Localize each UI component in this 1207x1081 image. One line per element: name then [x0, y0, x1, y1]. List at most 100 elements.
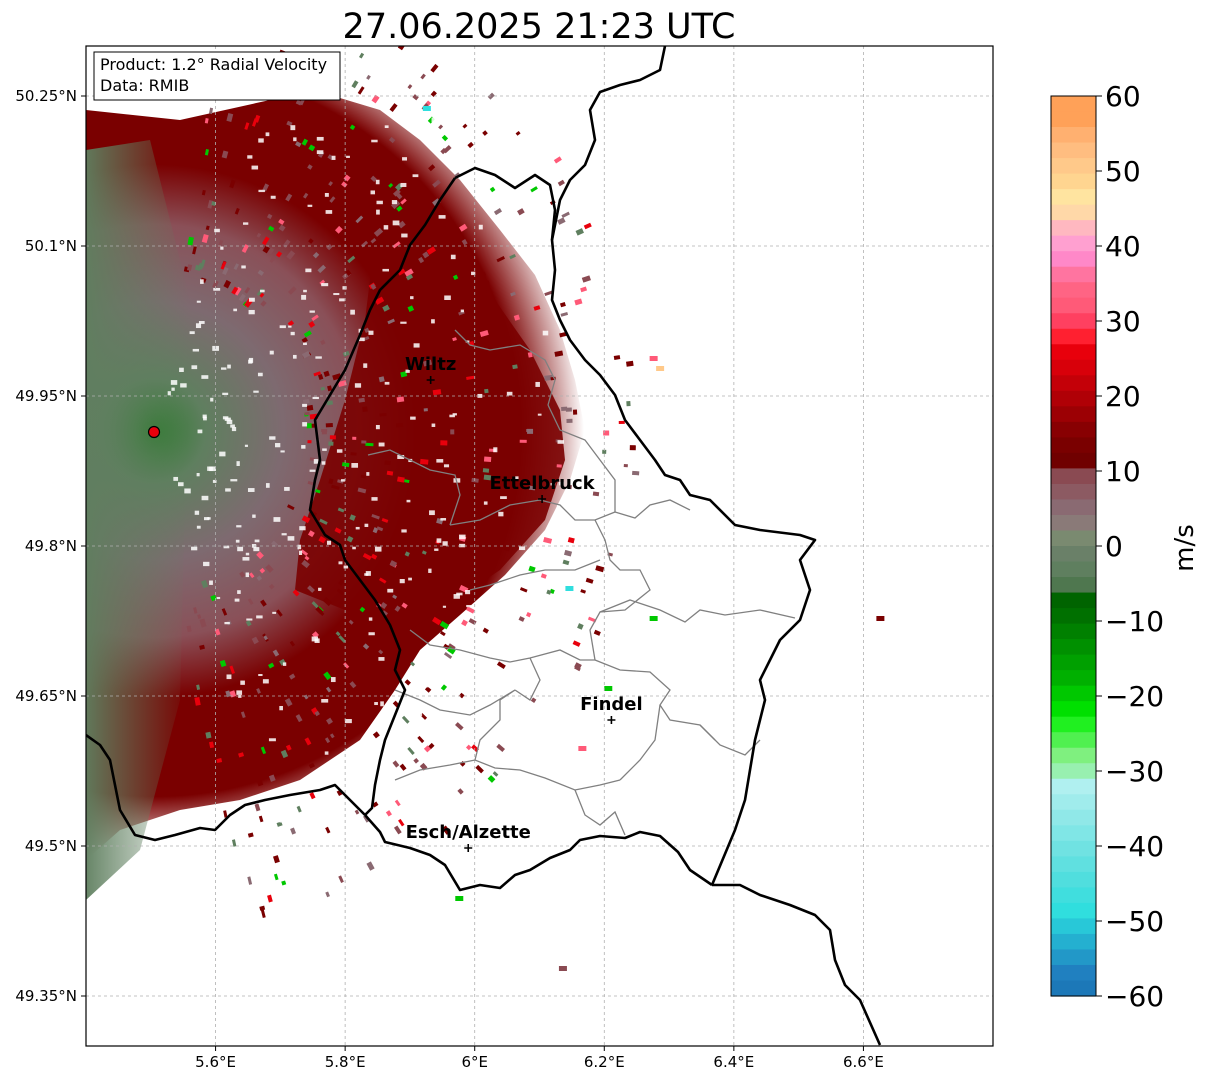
- colorbar-tick-label: 60: [1105, 80, 1141, 113]
- colorbar-segment: [1051, 189, 1096, 206]
- x-tick-label: 6.4°E: [713, 1053, 754, 1071]
- colorbar-segment: [1051, 452, 1096, 470]
- x-tick-label: 5.8°E: [325, 1053, 366, 1071]
- colorbar-segment: [1051, 794, 1096, 811]
- chart-title: 27.06.2025 21:23 UTC: [343, 7, 736, 47]
- colorbar-segment: [1051, 577, 1096, 594]
- colorbar-segment: [1051, 639, 1096, 656]
- city-marker-icon: [426, 376, 435, 384]
- colorbar-tick-label: −20: [1105, 680, 1164, 713]
- border-france-belgium: [86, 733, 366, 842]
- x-tick-label: 6°E: [461, 1053, 488, 1071]
- info-source: Data: RMIB: [100, 76, 189, 95]
- colorbar-segment: [1051, 96, 1096, 113]
- colorbar-tick-label: −60: [1105, 980, 1164, 1013]
- colorbar-segment: [1051, 887, 1096, 904]
- colorbar-segment: [1051, 825, 1096, 842]
- colorbar-segment: [1051, 344, 1096, 361]
- border-germany-east: [550, 46, 667, 241]
- colorbar-segment: [1051, 127, 1096, 144]
- colorbar-segment: [1051, 313, 1096, 330]
- x-tick-label: 6.6°E: [843, 1053, 884, 1071]
- y-axis: 50.25°N 50.1°N 49.95°N 49.8°N 49.65°N 49.5°N 4…: [15, 87, 86, 1005]
- info-product: Product: 1.2° Radial Velocity: [100, 55, 327, 74]
- city-markers: Wiltz Ettelbruck Findel Esch/Alzette: [405, 354, 643, 852]
- colorbar-segment: [1051, 111, 1096, 128]
- colorbar-segment: [1051, 964, 1096, 982]
- echo-core-dark-red: [295, 225, 565, 630]
- x-tick-label: 5.6°E: [195, 1053, 236, 1071]
- colorbar-segment: [1051, 592, 1096, 609]
- colorbar-segment: [1051, 173, 1096, 190]
- colorbar-segment: [1051, 158, 1096, 175]
- colorbar-segments: [1051, 96, 1096, 997]
- city-wiltz: Wiltz: [405, 354, 456, 384]
- colorbar-segment: [1051, 530, 1096, 547]
- border-luxembourg-belgium: [454, 166, 817, 886]
- colorbar-segment: [1051, 204, 1096, 221]
- map-panel: Wiltz Ettelbruck Findel Esch/Alzette Produc…: [86, 46, 993, 1046]
- colorbar-tick-label: 30: [1105, 305, 1141, 338]
- info-box-frame: [93, 51, 341, 101]
- colorbar-tick-label: −40: [1105, 830, 1164, 863]
- city-label: Wiltz: [405, 354, 456, 375]
- y-tick-label: 49.8°N: [25, 537, 77, 555]
- y-tick-label: 49.65°N: [15, 687, 77, 705]
- colorbar-tick-label: −30: [1105, 755, 1164, 788]
- y-tick-label: 49.5°N: [25, 837, 77, 855]
- colorbar-segment: [1051, 716, 1096, 733]
- colorbar-segment: [1051, 732, 1096, 749]
- border-germany-south: [712, 883, 882, 1046]
- colorbar-tick-label: 20: [1105, 380, 1141, 413]
- x-tick-label: 6.2°E: [584, 1053, 625, 1071]
- colorbar-segment: [1051, 406, 1096, 423]
- city-marker-icon: [607, 716, 616, 724]
- radar-site-marker: [147, 425, 161, 439]
- colorbar-segment: [1051, 297, 1096, 314]
- colorbar-tick-label: −50: [1105, 905, 1164, 938]
- colorbar-segment: [1051, 546, 1096, 563]
- colorbar-segment: [1051, 375, 1096, 392]
- colorbar-segment: [1051, 328, 1096, 345]
- colorbar-segment: [1051, 359, 1096, 376]
- colorbar-segment: [1051, 514, 1096, 532]
- colorbar-segment: [1051, 235, 1096, 252]
- city-marker-icon: [464, 844, 473, 852]
- border-lux-west: [308, 177, 457, 816]
- city-label: Ettelbruck: [490, 473, 596, 494]
- colorbar-segment: [1051, 483, 1096, 501]
- colorbar-segment: [1051, 856, 1096, 873]
- colorbar-segment: [1051, 421, 1096, 438]
- colorbar-segment: [1051, 390, 1096, 407]
- colorbar-segment: [1051, 282, 1096, 299]
- colorbar-segment: [1051, 747, 1096, 764]
- colorbar-label: m/s: [1170, 524, 1200, 572]
- y-tick-label: 50.1°N: [25, 237, 77, 255]
- colorbar-tick-label: 50: [1105, 155, 1141, 188]
- colorbar-tick-label: 40: [1105, 230, 1141, 263]
- canton-boundaries: [367, 329, 796, 836]
- colorbar-segment: [1051, 437, 1096, 454]
- colorbar-segment: [1051, 778, 1096, 795]
- colorbar-segment: [1051, 670, 1096, 687]
- city-findel: Findel: [580, 694, 643, 724]
- y-tick-label: 49.35°N: [15, 987, 77, 1005]
- y-tick-label: 49.95°N: [15, 387, 77, 405]
- radar-echo-field: [86, 46, 885, 971]
- colorbar-segment: [1051, 654, 1096, 671]
- colorbar-segment: [1051, 266, 1096, 283]
- national-borders: [86, 46, 882, 1046]
- city-label: Esch/Alzette: [406, 822, 531, 843]
- colorbar-segment: [1051, 871, 1096, 888]
- colorbar-segment: [1051, 623, 1096, 640]
- colorbar-segment: [1051, 763, 1096, 780]
- colorbar-segment: [1051, 561, 1096, 578]
- colorbar-segment: [1051, 933, 1096, 951]
- colorbar-segment: [1051, 701, 1096, 718]
- colorbar-segment: [1051, 949, 1096, 966]
- colorbar-tick-label: 10: [1105, 455, 1141, 488]
- colorbar-tick-label: 0: [1105, 530, 1123, 563]
- city-label: Findel: [580, 694, 643, 715]
- info-box: Product: 1.2° Radial Velocity Data: RMIB: [93, 51, 341, 101]
